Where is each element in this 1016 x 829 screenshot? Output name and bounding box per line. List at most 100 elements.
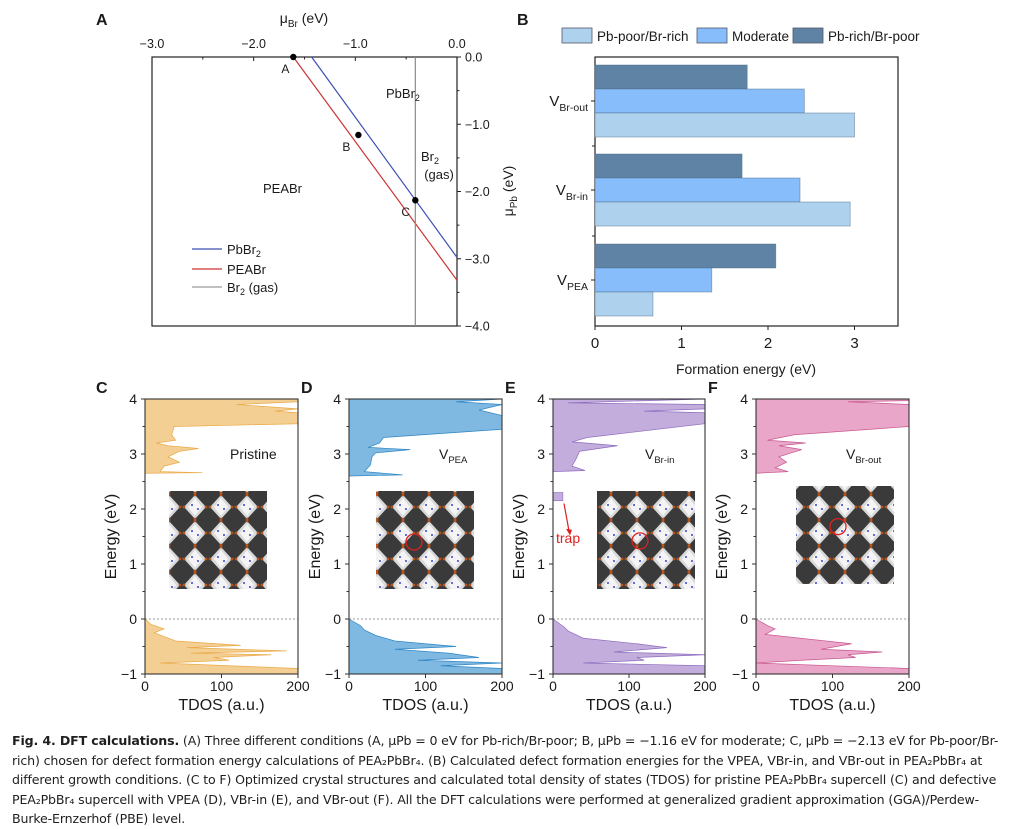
panel-label-d: D [301, 380, 313, 397]
legend-label: Pb-rich/Br-poor [828, 29, 920, 44]
x-tick-label: 3 [850, 335, 858, 352]
point-label-b: B [342, 140, 350, 154]
legend-label: Pb-poor/Br-rich [597, 29, 689, 44]
conduction-band-dos [552, 398, 706, 472]
valence-band-dos [755, 618, 910, 675]
y-tick-label: 3 [740, 446, 748, 462]
trap-label: trap [556, 530, 580, 546]
x-tick-label: 2 [764, 335, 772, 352]
y-tick-label: 0 [129, 611, 137, 627]
point-label-a: A [281, 62, 289, 76]
valence-band-dos [348, 618, 503, 675]
vacancy-marker-icon [829, 517, 847, 536]
condition-label: VBr-out [846, 446, 882, 466]
point-c [412, 197, 419, 204]
panel-label-f: F [708, 380, 718, 397]
vacancy-marker-icon [631, 532, 649, 550]
y-axis-label: μPb (eV) [500, 166, 520, 217]
condition-label: Pristine [230, 446, 277, 462]
legend-label-br2: Br2 (gas) [227, 280, 278, 297]
panel-label-a: A [96, 12, 108, 29]
bar-vpea-moderate [594, 267, 713, 293]
condition-label: VBr-in [645, 446, 674, 466]
x-tick-label: 100 [414, 678, 438, 694]
figure-caption: Fig. 4. DFT calculations. (A) Three diff… [12, 731, 1002, 829]
valence-band-dos [552, 618, 706, 675]
legend-swatch [561, 27, 593, 44]
x-axis-label: μBr (eV) [280, 10, 328, 30]
region-label-peabr: PEABr [263, 181, 303, 196]
y-tick-label: −1 [732, 666, 748, 682]
x-tick-label: −3.0 [140, 37, 165, 51]
bar-vbr-in-moderate [594, 177, 801, 203]
conduction-band-dos [144, 398, 299, 474]
y-tick-label: −4.0 [465, 320, 490, 334]
legend: Pb-poor/Br-rich Moderate Pb-rich/Br-poor [561, 27, 920, 44]
y-tick-label: 1 [537, 556, 545, 572]
crystal-structure-image [376, 491, 474, 589]
x-axis-label: Formation energy (eV) [676, 361, 816, 377]
x-tick-label: −1.0 [343, 37, 368, 51]
y-tick-label: 1 [129, 556, 137, 572]
panel-b-formation-energy: B Pb-poor/Br-rich Moderate Pb-rich/Br-poor… [517, 12, 920, 377]
y-axis-label: Energy (eV) [511, 494, 528, 579]
x-tick-label: 100 [210, 678, 234, 694]
x-tick-label: 0 [549, 678, 557, 694]
legend-label: Moderate [732, 29, 789, 44]
y-tick-label: −1 [121, 666, 137, 682]
legend-label-peabr: PEABr [227, 262, 267, 277]
region-label-gas: (gas) [424, 167, 454, 182]
conduction-band-dos [755, 398, 910, 474]
x-tick-label: 1 [677, 335, 685, 352]
condition-label: VPEA [439, 446, 468, 466]
y-tick-label: 0 [333, 611, 341, 627]
point-label-c: C [401, 205, 410, 219]
y-tick-label: −2.0 [465, 185, 490, 199]
figure-4: A −3.0 −2.0 −1.0 0.0 0.0 −1.0 −2.0 −3.0 −4.0 μB… [96, 10, 921, 714]
crystal-structure-image [597, 491, 695, 589]
x-tick-label: 100 [821, 678, 845, 694]
category-label: VPEA [557, 272, 588, 293]
caption-lead: Fig. 4. DFT calculations. [12, 733, 180, 748]
x-axis-label: TDOS (a.u.) [178, 697, 264, 714]
y-tick-label: 3 [129, 446, 137, 462]
point-a [290, 53, 297, 61]
y-tick-label: 0.0 [465, 51, 482, 65]
x-axis-label: TDOS (a.u.) [586, 697, 672, 714]
y-tick-label: 0 [537, 611, 545, 627]
series-line-peabr [292, 56, 458, 281]
x-axis-label: TDOS (a.u.) [789, 697, 875, 714]
x-tick-label: 0 [141, 678, 149, 694]
bar-vpea-pb-rich-br-poor [594, 243, 777, 269]
y-tick-label: 1 [333, 556, 341, 572]
bar-vbr-out-pb-rich-br-poor [594, 64, 748, 90]
x-tick-label: 200 [693, 678, 717, 694]
legend-swatch [696, 27, 728, 44]
y-tick-label: −1.0 [465, 118, 490, 132]
x-tick-label: −2.0 [241, 37, 266, 51]
x-tick-label: 0 [752, 678, 760, 694]
y-axis-label: Energy (eV) [714, 494, 731, 579]
y-tick-label: 4 [740, 391, 748, 407]
bar-vpea-pb-poor-br-rich [594, 291, 654, 317]
y-tick-label: 2 [129, 501, 137, 517]
x-axis-label: TDOS (a.u.) [382, 697, 468, 714]
y-tick-label: 3 [333, 446, 341, 462]
x-tick-label: 200 [490, 678, 514, 694]
y-tick-label: 4 [129, 391, 137, 407]
legend: PbBr2 PEABr Br2 (gas) [192, 242, 278, 297]
trap-arrow-icon [563, 503, 570, 532]
x-tick-label: 0 [345, 678, 353, 694]
crystal-structure-image [796, 486, 894, 584]
panel-a-phase-diagram: A −3.0 −2.0 −1.0 0.0 0.0 −1.0 −2.0 −3.0 −4.0 μB… [96, 10, 520, 334]
x-tick-label: 200 [286, 678, 310, 694]
trap-state-dos [552, 492, 564, 502]
legend-label-pbbr2: PbBr2 [227, 242, 261, 259]
panel-label-e: E [505, 380, 516, 397]
panel-label-b: B [517, 12, 529, 29]
y-tick-label: 2 [537, 501, 545, 517]
